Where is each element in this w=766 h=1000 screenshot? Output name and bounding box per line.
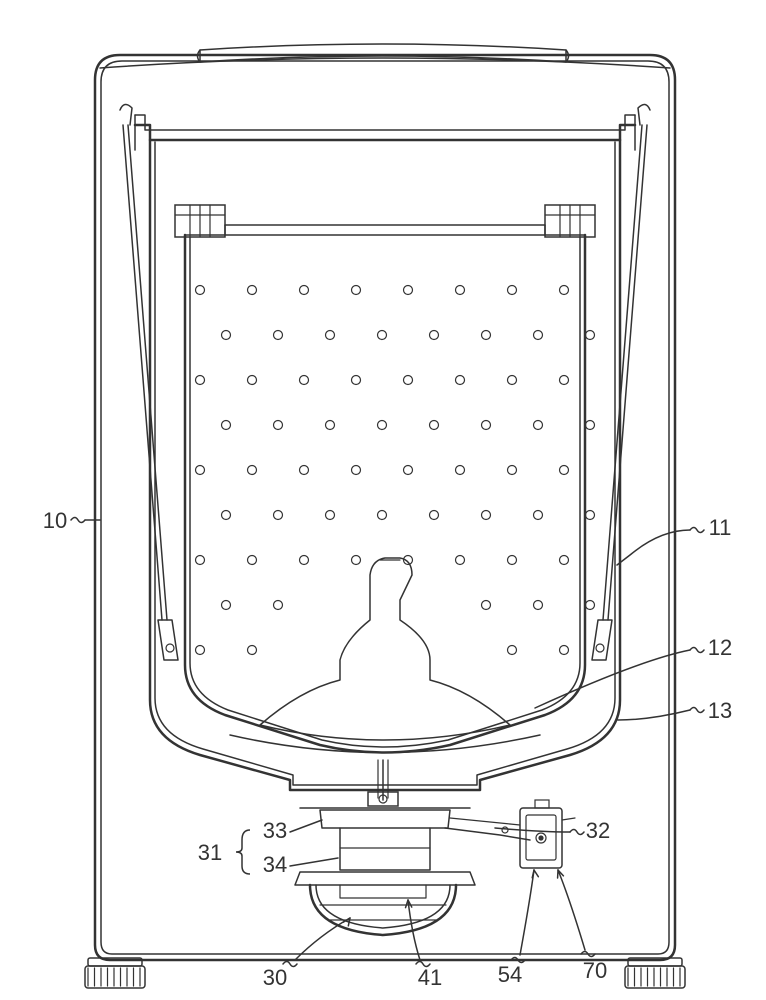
callout-label: 31 — [198, 840, 222, 865]
callout-label: 70 — [583, 958, 607, 983]
callout-label: 11 — [709, 515, 732, 540]
callout-label: 33 — [263, 818, 287, 843]
callout-label: 10 — [43, 508, 67, 533]
washing-machine-cutaway-diagram: 10 11 12 13 31 33 34 32 30 41 54 70 — [0, 0, 766, 1000]
callout-label: 34 — [263, 852, 287, 877]
callout-label: 32 — [586, 818, 610, 843]
callout-label: 12 — [708, 635, 732, 660]
callout-label: 41 — [418, 965, 442, 990]
callout-label: 54 — [498, 962, 522, 987]
callout-label: 13 — [708, 698, 732, 723]
callout-label: 30 — [263, 965, 287, 990]
